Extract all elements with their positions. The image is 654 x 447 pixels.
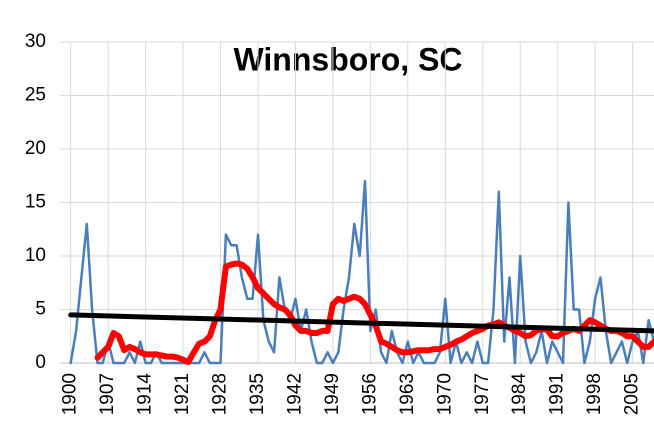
y-tick-label: 20 (25, 138, 46, 159)
x-tick-label: 1942 (284, 373, 305, 415)
x-tick-label: 1998 (584, 373, 605, 415)
x-tick-label: 1900 (60, 373, 81, 415)
y-tick-label: 10 (25, 245, 46, 266)
chart-title: Winnsboro, SC (233, 41, 462, 77)
x-tick-label: 1963 (397, 373, 418, 415)
x-tick-label: 1907 (97, 373, 118, 415)
y-tick-label: 30 (25, 31, 46, 52)
x-tick-label: 1935 (247, 373, 268, 415)
x-tick-label: 1921 (172, 373, 193, 415)
x-tick-label: 1914 (135, 373, 156, 416)
x-tick-label: 1984 (509, 373, 530, 416)
x-tick-label: 1991 (547, 373, 568, 415)
x-tick-label: 2005 (622, 373, 643, 415)
y-tick-label: 15 (25, 192, 46, 213)
x-tick-label: 1970 (434, 373, 455, 415)
y-tick-label: 25 (25, 85, 46, 106)
x-tick-label: 1949 (322, 373, 343, 415)
x-tick-label: 1928 (210, 373, 231, 415)
x-tick-label: 1977 (472, 373, 493, 415)
series-line (68, 312, 654, 334)
x-tick-label: 1956 (359, 373, 380, 415)
series-line (69, 179, 654, 365)
y-tick-label: 0 (35, 352, 46, 373)
y-tick-label: 5 (35, 299, 46, 320)
